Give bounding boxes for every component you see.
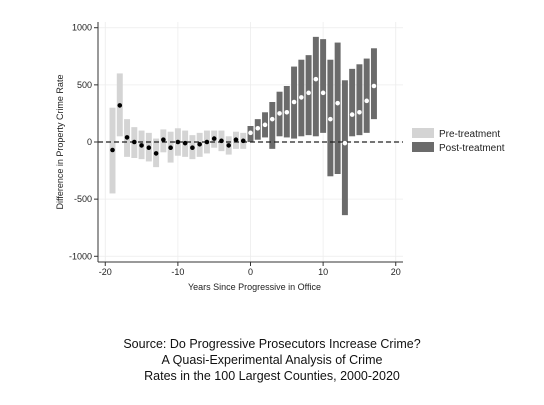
pre-treatment-point <box>219 138 224 144</box>
pre-treatment-point <box>139 143 144 148</box>
y-tick-label: -1000 <box>69 251 92 261</box>
pre-treatment-point <box>132 139 137 145</box>
post-treatment-bar <box>356 64 363 136</box>
post-treatment-bar <box>363 58 370 133</box>
pre-treatment-point <box>204 139 210 145</box>
post-treatment-point <box>320 90 326 96</box>
post-treatment-point <box>291 99 297 105</box>
x-tick-label: 10 <box>318 267 328 277</box>
post-treatment-point <box>328 116 333 122</box>
post-treatment-point <box>357 109 362 115</box>
y-tick-label: 0 <box>87 137 92 147</box>
post-treatment-point <box>306 90 311 96</box>
y-tick-label: 500 <box>77 80 92 90</box>
post-treatment-bar <box>269 102 276 149</box>
post-treatment-point <box>248 130 253 136</box>
pre-treatment-point <box>211 136 217 141</box>
pre-treatment-point <box>110 147 115 153</box>
legend-swatch-post-treatment <box>412 142 434 152</box>
post-treatment-point <box>313 76 319 82</box>
post-treatment-point <box>262 122 268 128</box>
post-treatment-point <box>277 111 282 116</box>
pre-treatment-point <box>182 140 188 146</box>
x-tick-label: 20 <box>391 267 401 277</box>
pre-treatment-point <box>233 137 239 143</box>
pre-treatment-point <box>190 145 195 151</box>
pre-treatment-point <box>146 145 152 151</box>
post-treatment-bar <box>320 39 327 133</box>
pre-treatment-point <box>197 141 202 147</box>
post-treatment-point <box>349 112 355 117</box>
post-treatment-point <box>335 100 340 106</box>
x-tick-label: -10 <box>171 267 184 277</box>
legend: Pre-treatment Post-treatment <box>412 128 505 154</box>
pre-treatment-point <box>153 151 159 156</box>
y-tick-label: -500 <box>74 194 92 204</box>
post-treatment-point <box>269 116 275 122</box>
x-ticks: -20 -10 0 10 20 <box>99 262 401 277</box>
pre-treatment-point <box>124 135 130 140</box>
y-ticks: 1000 500 0 -500 -1000 <box>69 23 98 261</box>
post-treatment-bar <box>349 68 356 137</box>
y-axis-title: Difference in Property Crime Rate <box>55 75 65 210</box>
pre-treatment-point <box>226 143 232 148</box>
post-treatment-point <box>255 125 261 131</box>
legend-label-pre-treatment: Pre-treatment <box>439 129 500 140</box>
pre-treatment-point <box>117 103 123 108</box>
post-treatment-bar <box>341 80 348 216</box>
confidence-bars <box>109 36 377 216</box>
x-axis-title: Years Since Progressive in Office <box>188 282 321 292</box>
legend-label-post-treatment: Post-treatment <box>439 143 505 154</box>
y-tick-label: 1000 <box>72 23 92 33</box>
pre-treatment-point <box>240 138 246 144</box>
pre-treatment-point <box>161 137 166 143</box>
legend-swatch-pre-treatment <box>412 128 434 138</box>
caption-line-3: Rates in the 100 Largest Counties, 2000-… <box>144 369 400 383</box>
x-tick-label: -20 <box>99 267 112 277</box>
caption-line-2: A Quasi-Experimental Analysis of Crime <box>161 353 383 367</box>
pre-treatment-point <box>175 139 181 145</box>
source-caption: Source: Do Progressive Prosecutors Incre… <box>0 336 544 384</box>
post-treatment-point <box>371 83 377 89</box>
post-treatment-point <box>284 109 290 115</box>
pre-treatment-point <box>168 145 173 151</box>
caption-line-1: Source: Do Progressive Prosecutors Incre… <box>123 337 421 351</box>
point-estimates <box>110 76 377 156</box>
post-treatment-point <box>299 95 304 100</box>
post-treatment-point <box>342 140 348 146</box>
post-treatment-point <box>364 98 369 104</box>
event-study-chart: 1000 500 0 -500 -1000 -20 -10 0 10 20 Difference… <box>55 22 505 292</box>
post-treatment-bar <box>312 36 319 137</box>
post-treatment-bar <box>334 42 341 175</box>
x-tick-label: 0 <box>248 267 253 277</box>
